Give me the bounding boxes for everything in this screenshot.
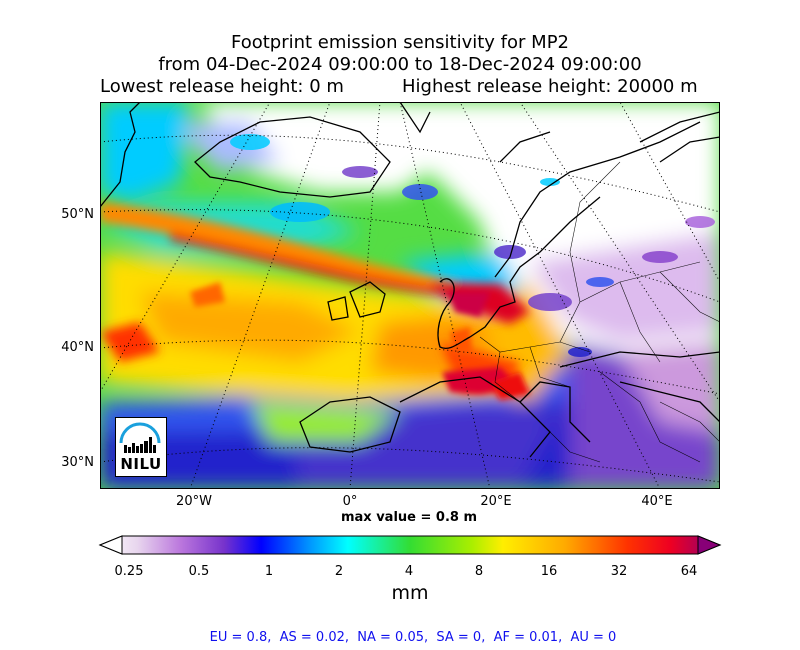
colorbar-unit: mm [391,582,429,604]
colorbar-tick-1: 1 [264,564,274,579]
nilu-logo: NILU [115,417,167,477]
borders [479,161,720,463]
footprint-map [100,102,720,489]
colorbar-max-extension [697,535,722,555]
coastlines [100,102,720,458]
colorbar-tick-4: 4 [404,564,414,579]
lat-label-30n: 30°N [61,455,94,470]
lon-label-20w: 20°W [176,494,212,509]
colorbar-tick-2: 2 [334,564,344,579]
map-subtitle-period: from 04-Dec-2024 09:00:00 to 18-Dec-2024… [158,54,642,75]
max-value: max value = 0.8 m [340,510,478,525]
lon-label-0: 0° [342,494,358,509]
colorbar-min-extension [98,535,123,555]
nilu-logo-graphic [119,422,161,453]
region-stats: EU = 0.8, AS = 0.02, NA = 0.05, SA = 0, … [209,630,617,645]
graticule [100,102,720,489]
map-title: Footprint emission sensitivity for MP2 [230,32,569,53]
colorbar-tick-16: 16 [540,564,558,579]
highest-release-height: Highest release height: 20000 m [402,76,698,97]
emission-field [100,102,720,489]
colorbar-tick-0.25: 0.25 [114,564,144,579]
lon-label-40e: 40°E [641,494,673,509]
lat-label-50n: 50°N [61,207,94,222]
colorbar-tick-0.5: 0.5 [188,564,210,579]
nilu-logo-text: NILU [120,455,162,473]
lon-label-20e: 20°E [480,494,512,509]
lat-label-40n: 40°N [61,340,94,355]
colorbar [98,535,722,555]
colorbar-tick-64: 64 [680,564,698,579]
colorbar-tick-8: 8 [474,564,484,579]
map-frame [100,102,720,489]
lowest-release-height: Lowest release height: 0 m [100,76,344,97]
colorbar-gradient [98,535,722,555]
colorbar-tick-32: 32 [610,564,628,579]
